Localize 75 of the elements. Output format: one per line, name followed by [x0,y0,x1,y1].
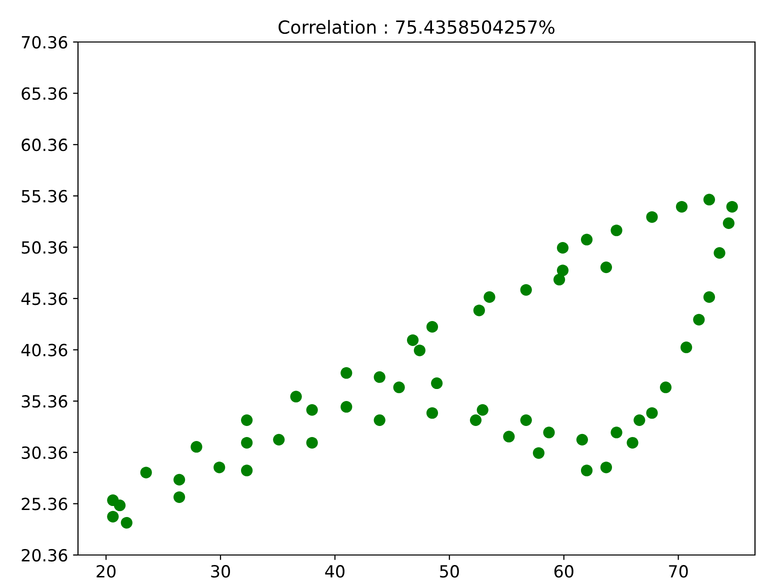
point [610,426,622,438]
point [714,247,726,259]
point [114,500,126,512]
point [520,414,532,426]
y-tick-label: 20.36 [22,548,68,562]
point [646,407,658,419]
point [140,466,152,478]
point [340,401,352,413]
point [503,430,515,442]
point [520,284,532,296]
point [703,194,716,206]
point [610,224,622,236]
point [120,516,132,529]
point [107,510,119,522]
x-tick-label: 70 [669,565,688,578]
x-tick-label: 30 [211,565,230,578]
point [214,462,226,474]
point [470,414,482,426]
point [646,211,658,223]
y-tick-label: 40.36 [21,344,68,356]
point [576,434,588,446]
x-tick-label: 60 [554,565,574,578]
point [476,404,488,416]
point [241,464,253,476]
y-tick-label: 55.36 [22,190,68,202]
point [306,404,318,416]
y-tick-label: 45.36 [21,292,68,306]
point [374,371,386,383]
point [426,321,438,333]
point [241,436,253,449]
point [173,491,186,503]
point [241,414,253,426]
point [580,234,593,246]
point [680,342,692,354]
point [600,262,612,274]
point [406,334,419,346]
y-tick-label: 30.36 [22,446,68,459]
point [726,200,738,213]
chart-title: Correlation : 75.4358504257% [278,20,554,34]
point [543,426,555,438]
y-tick-label: 60.36 [22,138,68,152]
point [484,291,496,303]
point [190,441,202,453]
point [660,382,672,394]
point [374,414,386,426]
point [722,217,734,229]
x-tick-label: 40 [325,565,344,578]
point [414,344,426,356]
point [306,436,318,449]
point [556,242,569,254]
point [634,414,646,426]
point [273,434,285,446]
y-tick-label: 25.36 [22,498,68,510]
x-tick-label: 50 [440,565,459,578]
y-tick-label: 50.36 [22,241,68,254]
point [431,377,443,390]
point [532,447,544,459]
point [340,367,352,379]
point [676,200,688,213]
point [600,462,612,474]
point [556,264,569,276]
point [393,382,405,394]
y-tick-label: 65.36 [22,87,68,100]
x-tick-label: 20 [96,565,116,578]
point [693,314,705,326]
point [173,474,186,486]
y-tick-label: 35.36 [22,395,68,408]
point [703,291,716,303]
point [426,407,438,419]
point [580,464,593,476]
point [473,304,485,316]
point [553,274,566,286]
y-tick-label: 70.36 [22,36,68,49]
point [290,390,302,402]
point [626,436,638,449]
